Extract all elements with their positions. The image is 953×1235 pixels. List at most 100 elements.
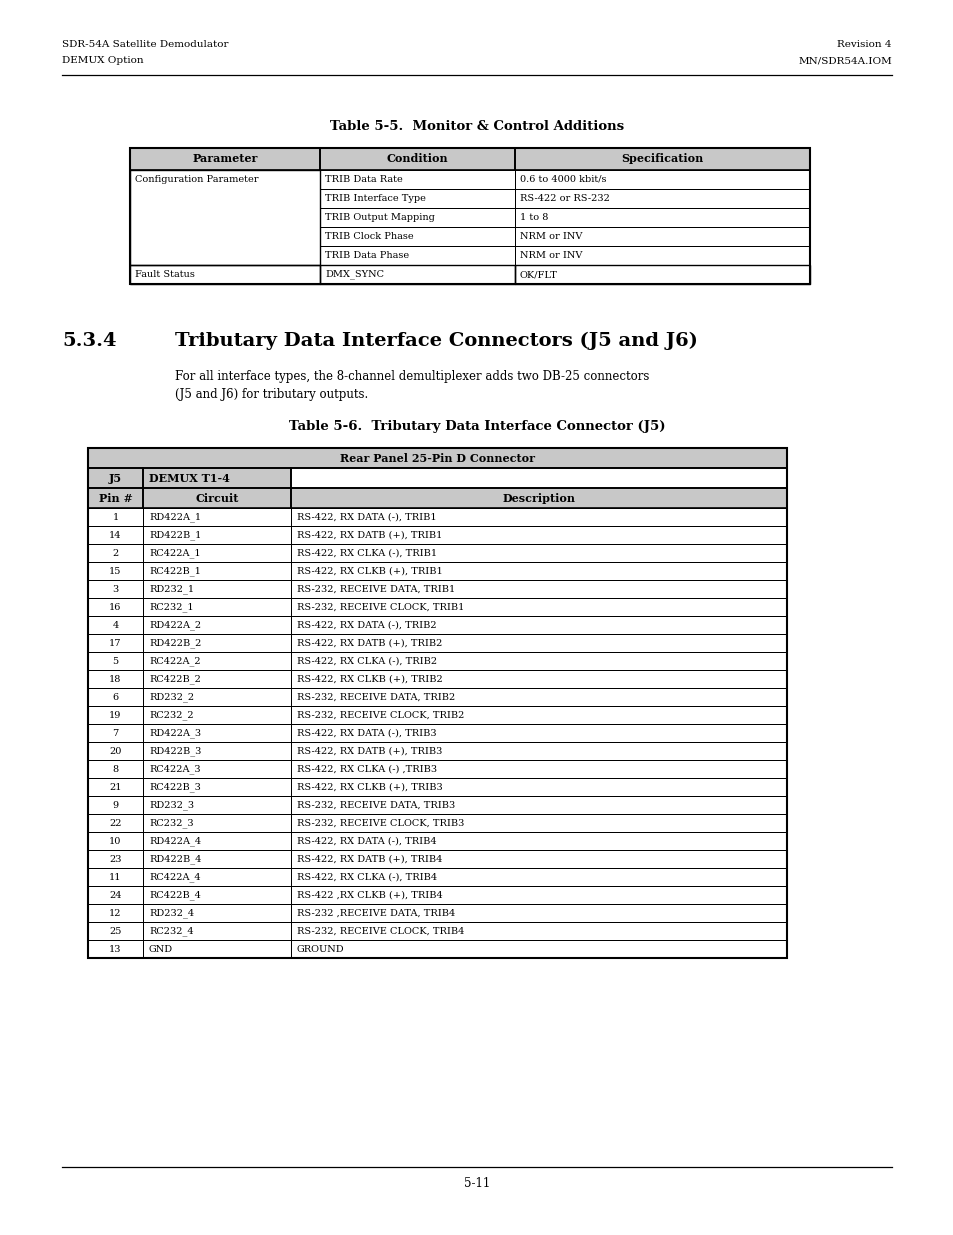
Bar <box>88 850 143 868</box>
Bar <box>88 904 143 923</box>
Text: Condition: Condition <box>386 153 448 164</box>
Text: RS-422, RX CLKA (-) ,TRIB3: RS-422, RX CLKA (-) ,TRIB3 <box>296 764 436 773</box>
Text: 14: 14 <box>110 531 122 540</box>
Bar <box>143 468 291 488</box>
Bar <box>88 868 143 885</box>
Text: RC422A_1: RC422A_1 <box>149 548 200 558</box>
Text: DMX_SYNC: DMX_SYNC <box>325 269 384 279</box>
Bar <box>291 580 786 598</box>
Text: RS-422, RX DATA (-), TRIB1: RS-422, RX DATA (-), TRIB1 <box>296 513 436 521</box>
Text: 24: 24 <box>110 890 122 899</box>
Bar <box>291 923 786 940</box>
Bar <box>88 468 143 488</box>
Text: 13: 13 <box>110 945 122 953</box>
Bar <box>143 488 291 508</box>
Bar <box>88 562 143 580</box>
Text: RD422A_1: RD422A_1 <box>149 513 201 522</box>
Bar <box>515 170 809 189</box>
Text: 3: 3 <box>112 584 118 594</box>
Text: Configuration Parameter: Configuration Parameter <box>135 175 258 184</box>
Text: RS-232, RECEIVE DATA, TRIB2: RS-232, RECEIVE DATA, TRIB2 <box>296 693 455 701</box>
Text: MN/SDR54A.IOM: MN/SDR54A.IOM <box>798 56 891 65</box>
Bar <box>130 148 809 284</box>
Bar <box>88 468 143 488</box>
Bar <box>88 508 143 526</box>
Text: TRIB Output Mapping: TRIB Output Mapping <box>325 212 435 222</box>
Bar <box>143 706 291 724</box>
Bar <box>143 940 291 958</box>
Text: 11: 11 <box>110 872 122 882</box>
Bar <box>143 832 291 850</box>
Bar <box>143 488 291 508</box>
Bar <box>319 227 515 246</box>
Bar <box>291 488 786 508</box>
Bar <box>291 814 786 832</box>
Text: Revision 4: Revision 4 <box>837 40 891 49</box>
Text: 20: 20 <box>110 746 122 756</box>
Bar <box>291 488 786 508</box>
Text: Table 5-5.  Monitor & Control Additions: Table 5-5. Monitor & Control Additions <box>330 120 623 133</box>
Bar <box>319 189 515 207</box>
Bar <box>88 652 143 671</box>
Bar <box>515 227 809 246</box>
Bar <box>143 760 291 778</box>
Text: RS-422, RX DATB (+), TRIB4: RS-422, RX DATB (+), TRIB4 <box>296 855 442 863</box>
Text: RD232_1: RD232_1 <box>149 584 193 594</box>
Bar <box>88 923 143 940</box>
Text: 10: 10 <box>110 836 122 846</box>
Bar <box>88 616 143 634</box>
Bar <box>319 266 515 284</box>
Bar <box>143 885 291 904</box>
Text: RC422B_2: RC422B_2 <box>149 674 201 684</box>
Text: DEMUX T1-4: DEMUX T1-4 <box>149 473 230 483</box>
Bar <box>319 207 515 227</box>
Bar <box>291 508 786 526</box>
Text: 19: 19 <box>110 710 122 720</box>
Bar <box>515 207 809 227</box>
Text: SDR-54A Satellite Demodulator: SDR-54A Satellite Demodulator <box>62 40 229 49</box>
Text: Tributary Data Interface Connectors (J5 and J6): Tributary Data Interface Connectors (J5 … <box>174 332 698 351</box>
Bar <box>143 468 291 488</box>
Bar <box>143 508 291 526</box>
Text: Specification: Specification <box>620 153 703 164</box>
Bar <box>88 448 786 468</box>
Bar <box>515 148 809 170</box>
Text: RC422B_3: RC422B_3 <box>149 782 201 792</box>
Text: NRM or INV: NRM or INV <box>519 232 581 241</box>
Bar <box>130 148 319 170</box>
Bar <box>88 760 143 778</box>
Text: 7: 7 <box>112 729 118 737</box>
Text: 5: 5 <box>112 657 118 666</box>
Text: 15: 15 <box>110 567 122 576</box>
Bar <box>88 543 143 562</box>
Bar <box>88 797 143 814</box>
Bar <box>88 580 143 598</box>
Bar <box>291 760 786 778</box>
Bar <box>319 246 515 266</box>
Text: GND: GND <box>149 945 172 953</box>
Bar <box>291 940 786 958</box>
Bar <box>515 266 809 284</box>
Text: RC422B_1: RC422B_1 <box>149 566 201 576</box>
Text: 6: 6 <box>112 693 118 701</box>
Text: Parameter: Parameter <box>193 153 257 164</box>
Bar <box>88 814 143 832</box>
Bar <box>143 543 291 562</box>
Bar <box>291 885 786 904</box>
Bar <box>319 148 515 170</box>
Bar <box>143 526 291 543</box>
Text: Fault Status: Fault Status <box>135 270 194 279</box>
Text: RS-422, RX CLKA (-), TRIB1: RS-422, RX CLKA (-), TRIB1 <box>296 548 436 557</box>
Bar <box>291 904 786 923</box>
Bar <box>143 742 291 760</box>
Bar <box>130 170 319 266</box>
Text: OK/FLT: OK/FLT <box>519 270 558 279</box>
Bar <box>291 468 786 488</box>
Bar <box>88 448 786 958</box>
Text: RD232_2: RD232_2 <box>149 692 193 701</box>
Text: RS-232, RECEIVE CLOCK, TRIB4: RS-232, RECEIVE CLOCK, TRIB4 <box>296 926 464 935</box>
Text: RD232_4: RD232_4 <box>149 908 193 918</box>
Text: RS-422, RX CLKA (-), TRIB2: RS-422, RX CLKA (-), TRIB2 <box>296 657 436 666</box>
Text: RD422B_2: RD422B_2 <box>149 638 201 648</box>
Text: TRIB Clock Phase: TRIB Clock Phase <box>325 232 414 241</box>
